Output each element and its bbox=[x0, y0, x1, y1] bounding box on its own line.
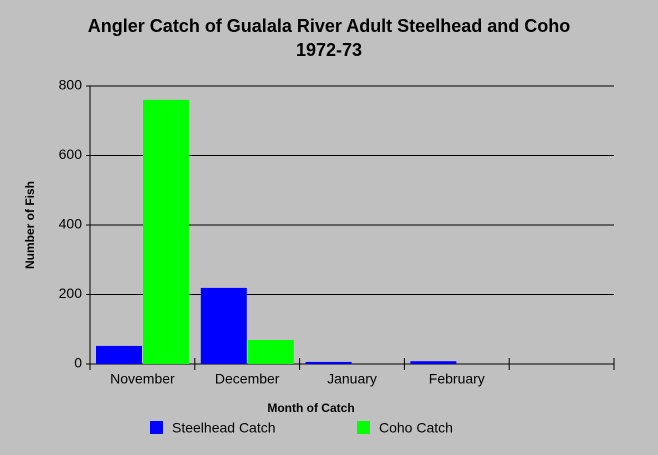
x-tick-label: February bbox=[429, 371, 485, 387]
x-tick-label: January bbox=[327, 371, 377, 387]
y-axis-label: Number of Fish bbox=[23, 181, 37, 269]
chart-title: Angler Catch of Gualala River Adult Stee… bbox=[87, 16, 571, 60]
x-tick-label: December bbox=[215, 371, 280, 387]
y-tick-label: 200 bbox=[59, 285, 83, 301]
bar bbox=[143, 99, 189, 365]
x-axis-label: Month of Catch bbox=[267, 401, 354, 415]
bar bbox=[200, 287, 247, 364]
legend-swatch bbox=[357, 421, 370, 434]
legend-label: Steelhead Catch bbox=[172, 420, 276, 436]
y-tick-label: 600 bbox=[59, 146, 83, 162]
bar bbox=[410, 361, 457, 364]
bar bbox=[96, 345, 142, 364]
y-tick-label: 800 bbox=[59, 77, 83, 93]
legend-label: Coho Catch bbox=[379, 420, 453, 436]
bar bbox=[305, 361, 352, 364]
legend-swatch bbox=[150, 421, 163, 434]
y-tick-label: 0 bbox=[74, 355, 82, 371]
y-tick-label: 400 bbox=[59, 216, 83, 232]
bar bbox=[247, 340, 294, 364]
x-tick-label: November bbox=[110, 371, 175, 387]
